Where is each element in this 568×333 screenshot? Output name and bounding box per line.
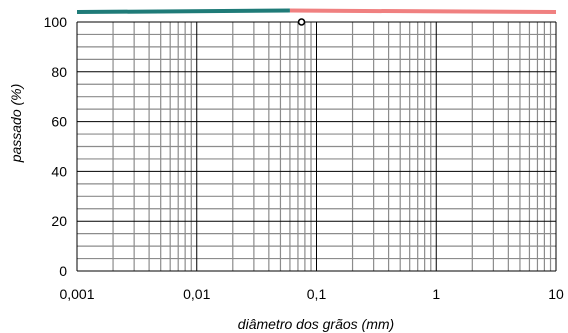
- y-tick-label: 40: [51, 163, 67, 179]
- y-axis-title: passado (%): [8, 84, 24, 164]
- x-axis-title: diâmetro dos grãos (mm): [238, 316, 394, 332]
- x-tick-label: 0,01: [183, 286, 210, 302]
- y-tick-label: 20: [51, 213, 67, 229]
- x-tick-label: 1: [432, 286, 440, 302]
- data-markers: [297, 18, 306, 26]
- data-point-marker: [297, 18, 306, 26]
- y-tick-labels: 0 20 40 60 80 100: [44, 14, 68, 279]
- x-tick-label: 10: [548, 286, 564, 302]
- y-tick-label: 100: [44, 14, 68, 30]
- series-line-2: [289, 8, 557, 15]
- y-tick-label: 0: [59, 263, 67, 279]
- y-tick-label: 80: [51, 64, 67, 80]
- series-line-1: [76, 8, 290, 15]
- x-tick-labels: 0,001 0,01 0,1 1 10: [59, 286, 564, 302]
- x-tick-label: 0,1: [307, 286, 327, 302]
- y-tick-label: 60: [51, 114, 67, 130]
- x-tick-label: 0,001: [59, 286, 94, 302]
- series-lines: [76, 8, 557, 15]
- minor-gridlines: [77, 22, 556, 271]
- major-gridlines: [76, 21, 557, 272]
